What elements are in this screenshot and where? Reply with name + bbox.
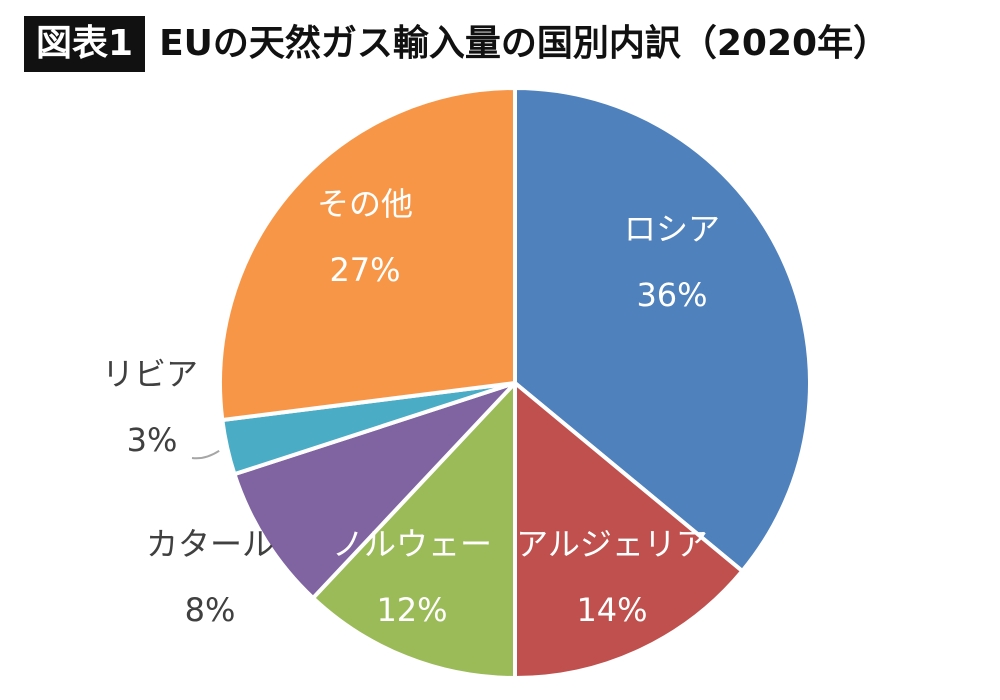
slice-value-label: 27%: [329, 251, 400, 289]
slice-name-label: ロシア: [624, 210, 720, 248]
pie-slice-4: [232, 381, 517, 601]
slice-name-label: リビア: [102, 355, 198, 393]
slice-value-label: 12%: [376, 591, 447, 629]
slice-name-label: ノルウェー: [332, 525, 492, 563]
slice-value-label: 14%: [576, 591, 647, 629]
pie-slice-2: [513, 381, 745, 680]
pie-slice-1: [513, 86, 812, 574]
leader-line: [191, 449, 220, 460]
chart-title: EUの天然ガス輸入量の国別内訳（2020年）: [159, 23, 890, 64]
slice-value-label: 3%: [127, 421, 178, 459]
slice-name-label: アルジェリア: [516, 525, 708, 563]
slice-value-label: 36%: [636, 276, 707, 314]
figure-badge: 図表1: [24, 16, 146, 72]
slice-name-label: その他: [317, 185, 413, 223]
slice-name-label: カタール: [146, 525, 274, 563]
pie-slice-3: [311, 381, 517, 680]
slice-value-label: 8%: [185, 591, 236, 629]
chart-header: 図表1 EUの天然ガス輸入量の国別内訳（2020年）: [24, 16, 889, 72]
pie-slice-6: [218, 86, 517, 422]
